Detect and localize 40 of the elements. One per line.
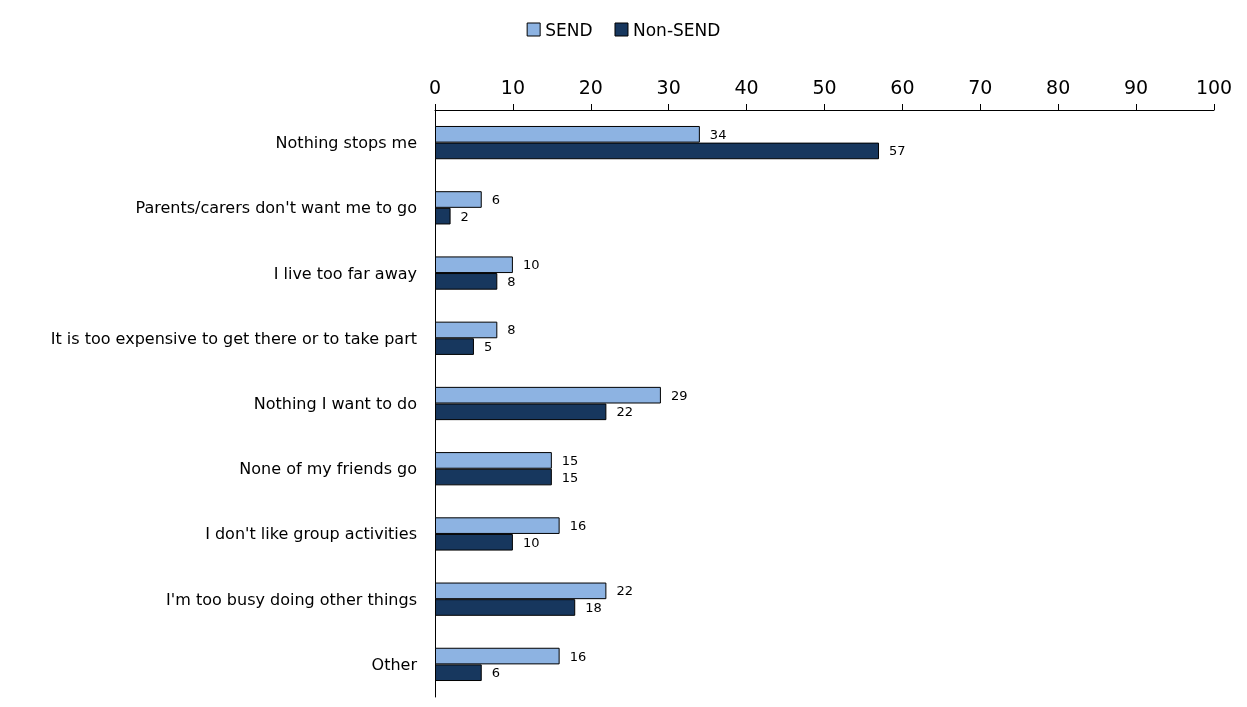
data-label: 10 [522,257,540,273]
data-label: 29 [670,387,688,403]
data-label: 15 [561,469,579,485]
y-tick-label: Nothing I want to do [253,394,417,413]
data-label: 10 [522,534,540,550]
data-label: 8 [507,322,516,338]
x-tick-label: 100 [1195,75,1233,98]
x-tick-label: 70 [968,75,993,98]
data-label: 57 [889,143,906,159]
y-tick-label: Other [371,654,418,674]
x-tick-label: 80 [1046,75,1071,98]
data-label: 6 [491,192,501,208]
data-label: 8 [507,273,516,289]
data-label: 2 [460,208,469,224]
x-tick-label: 20 [578,75,603,98]
data-label: 18 [585,599,602,615]
y-tick-label: None of my friends go [239,459,417,479]
x-tick-label: 40 [734,75,759,98]
x-tick-label: 0 [428,75,442,98]
data-label: 5 [483,339,493,355]
data-label: 22 [616,404,633,420]
legend-label: SEND [545,19,593,40]
y-tick-label: I don't like group activities [205,524,417,544]
y-tick-label: I live too far away [273,263,417,283]
legend-label: Non-SEND [632,19,721,40]
data-label: 16 [569,648,587,664]
data-label: 16 [569,518,587,534]
data-label: 22 [616,583,633,599]
y-tick-label: It is too expensive to get there or to take part [50,328,417,348]
data-label: 34 [709,126,727,142]
x-tick-label: 50 [812,75,837,98]
y-tick-label: I'm too busy doing other things [166,589,417,609]
y-tick-label: Parents/carers don't want me to go [135,198,417,218]
data-label: 6 [491,665,501,681]
x-tick-label: 60 [890,75,915,98]
data-label: 15 [561,452,579,468]
x-tick-label: 90 [1124,75,1149,98]
x-tick-label: 30 [656,75,681,98]
x-tick-label: 10 [500,75,525,98]
y-tick-label: Nothing stops me [275,133,417,153]
